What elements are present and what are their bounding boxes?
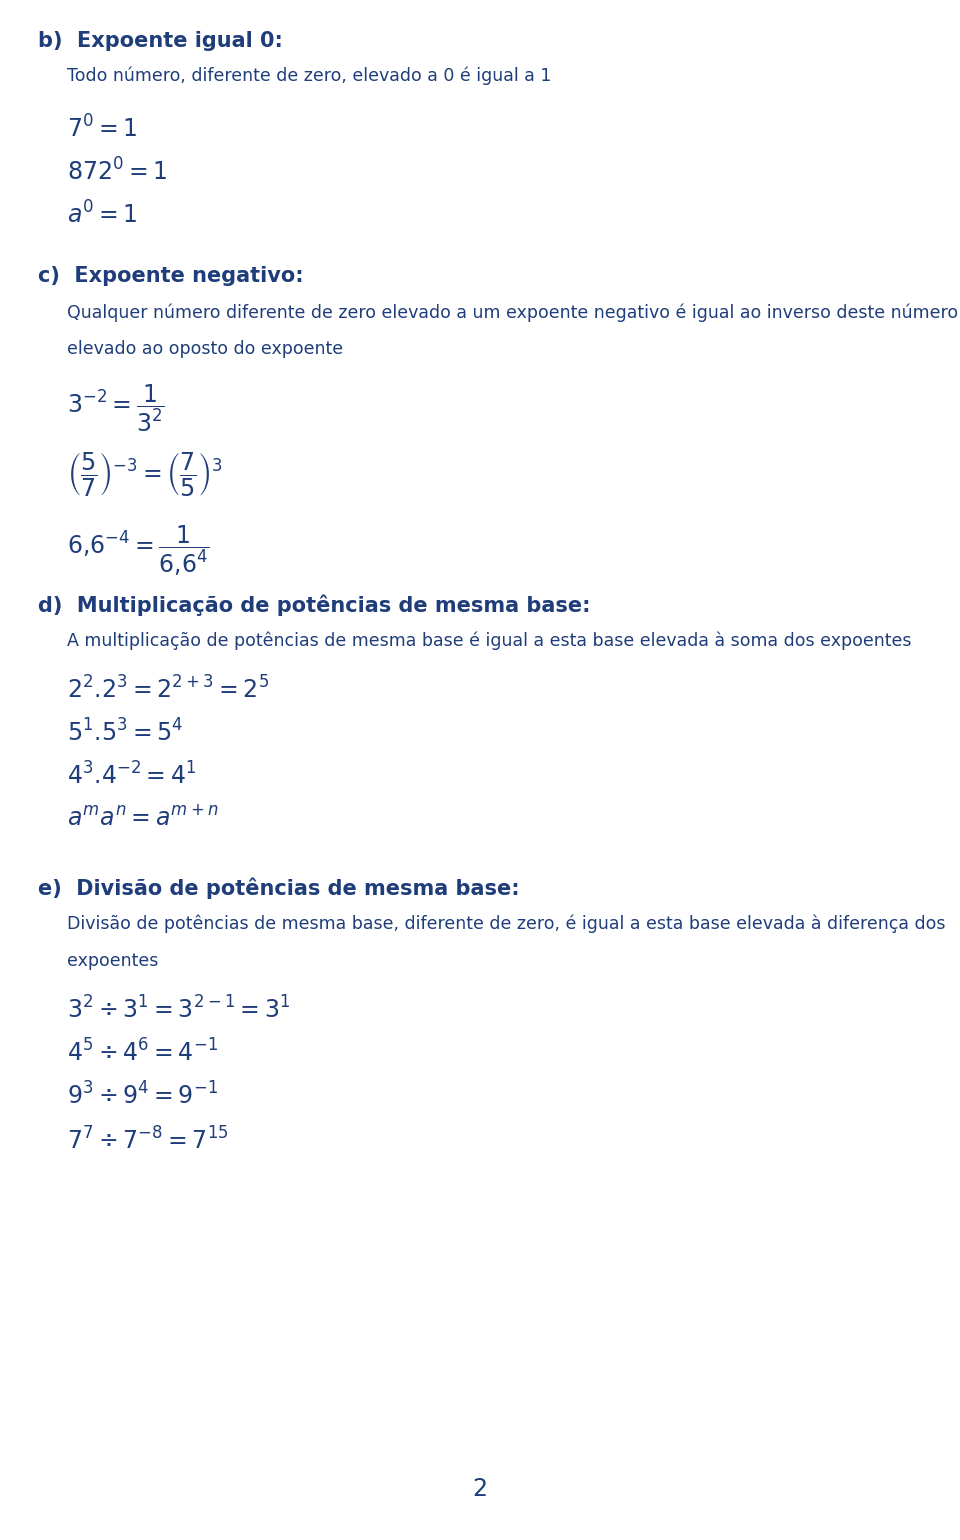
Text: expoentes: expoentes <box>67 952 158 970</box>
Text: $5^1.5^3 = 5^4$: $5^1.5^3 = 5^4$ <box>67 719 183 747</box>
Text: $a^0 = 1$: $a^0 = 1$ <box>67 202 138 229</box>
Text: $3^2 \div 3^1 = 3^{2-1} = 3^1$: $3^2 \div 3^1 = 3^{2-1} = 3^1$ <box>67 996 291 1024</box>
Text: $6{,}6^{-4} = \dfrac{1}{6{,}6^4}$: $6{,}6^{-4} = \dfrac{1}{6{,}6^4}$ <box>67 524 210 579</box>
Text: 2: 2 <box>472 1477 488 1502</box>
Text: $4^3.4^{-2} = 4^1$: $4^3.4^{-2} = 4^1$ <box>67 762 197 790</box>
Text: Divisão de potências de mesma base, diferente de zero, é igual a esta base eleva: Divisão de potências de mesma base, dife… <box>67 915 946 933</box>
Text: $2^2.2^3 = 2^{2+3} = 2^5$: $2^2.2^3 = 2^{2+3} = 2^5$ <box>67 676 270 704</box>
Text: b)  Expoente igual 0:: b) Expoente igual 0: <box>38 31 283 51</box>
Text: c)  Expoente negativo:: c) Expoente negativo: <box>38 266 304 286</box>
Text: Todo número, diferente de zero, elevado a 0 é igual a 1: Todo número, diferente de zero, elevado … <box>67 66 552 85</box>
Text: Qualquer número diferente de zero elevado a um expoente negativo é igual ao inve: Qualquer número diferente de zero elevad… <box>67 303 958 322</box>
Text: elevado ao oposto do expoente: elevado ao oposto do expoente <box>67 340 344 359</box>
Text: $872^0 = 1$: $872^0 = 1$ <box>67 159 167 186</box>
Text: d)  Multiplicação de potências de mesma base:: d) Multiplicação de potências de mesma b… <box>38 594 591 616</box>
Text: $7^0 = 1$: $7^0 = 1$ <box>67 116 137 143</box>
Text: $9^3 \div 9^4 = 9^{-1}$: $9^3 \div 9^4 = 9^{-1}$ <box>67 1083 218 1110</box>
Text: $4^5 \div 4^6 = 4^{-1}$: $4^5 \div 4^6 = 4^{-1}$ <box>67 1040 218 1067</box>
Text: $\left(\dfrac{5}{7}\right)^{-3} = \left(\dfrac{7}{5}\right)^{3}$: $\left(\dfrac{5}{7}\right)^{-3} = \left(… <box>67 450 224 497</box>
Text: $7^7 \div 7^{-8} = 7^{15}$: $7^7 \div 7^{-8} = 7^{15}$ <box>67 1127 228 1155</box>
Text: A multiplicação de potências de mesma base é igual a esta base elevada à soma do: A multiplicação de potências de mesma ba… <box>67 631 912 650</box>
Text: $a^ma^n = a^{m+n}$: $a^ma^n = a^{m+n}$ <box>67 805 219 830</box>
Text: e)  Divisão de potências de mesma base:: e) Divisão de potências de mesma base: <box>38 878 520 899</box>
Text: $3^{-2} = \dfrac{1}{3^2}$: $3^{-2} = \dfrac{1}{3^2}$ <box>67 382 165 434</box>
